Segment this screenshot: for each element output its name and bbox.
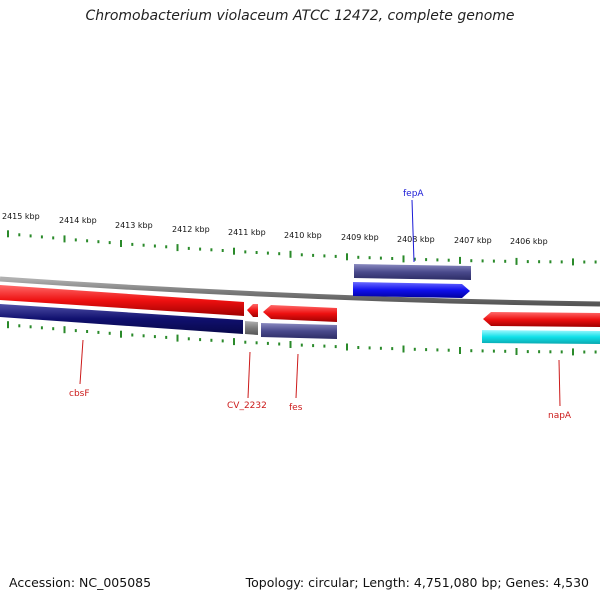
- scale-label: 2406 kbp: [510, 237, 548, 246]
- gene-label-CV_2232[interactable]: CV_2232: [227, 401, 267, 411]
- gene-label-napA[interactable]: napA: [548, 411, 572, 421]
- feature-fepA-track[interactable]: [354, 264, 471, 280]
- gene-napA-cds[interactable]: [483, 312, 600, 327]
- scale-label: 2415 kbp: [2, 212, 40, 221]
- gene-cbsF-cds[interactable]: [0, 285, 244, 316]
- genome-backbone: [0, 276, 600, 307]
- scale-label: 2407 kbp: [454, 236, 492, 245]
- scale-ticks-top: [7, 230, 597, 266]
- genome-info-text: Topology: circular; Length: 4,751,080 bp…: [245, 575, 589, 590]
- scale-label: 2411 kbp: [228, 228, 266, 237]
- scale-labels: 2415 kbp 2414 kbp 2413 kbp 2412 kbp 2411…: [2, 212, 548, 246]
- gene-fes-cds[interactable]: [263, 305, 337, 322]
- map-title: Chromobacterium violaceum ATCC 12472, co…: [85, 8, 515, 24]
- scale-label: 2413 kbp: [115, 221, 153, 230]
- scale-label: 2412 kbp: [172, 225, 210, 234]
- fepA-leader: [411, 199, 415, 263]
- scale-label: 2414 kbp: [59, 216, 97, 225]
- scale-label: 2410 kbp: [284, 231, 322, 240]
- scale-label: 2408 kbp: [397, 235, 435, 244]
- napA-leader: [558, 359, 561, 407]
- fes-leader: [295, 353, 299, 399]
- feature-CV_2232-track[interactable]: [245, 321, 258, 335]
- CV_2232-leader: [247, 351, 251, 399]
- feature-fes-track[interactable]: [261, 323, 337, 339]
- gene-fepA-cds[interactable]: [353, 282, 470, 298]
- scale-label: 2409 kbp: [341, 233, 379, 242]
- cbsF-leader: [79, 339, 84, 385]
- scale-ticks-bottom: [7, 321, 597, 356]
- gene-label-fes[interactable]: fes: [289, 403, 303, 413]
- gene-label-fepA[interactable]: fepA: [403, 189, 424, 199]
- feature-cbsF-track[interactable]: [0, 304, 243, 334]
- gene-CV_2232-cds[interactable]: [247, 304, 258, 317]
- accession-text: Accession: NC_005085: [9, 575, 152, 590]
- gene-label-cbsF[interactable]: cbsF: [69, 389, 90, 399]
- feature-napA-track[interactable]: [482, 330, 600, 344]
